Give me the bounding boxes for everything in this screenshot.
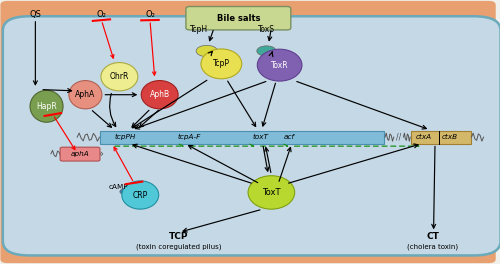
- Ellipse shape: [201, 49, 241, 79]
- Text: ctxB: ctxB: [442, 134, 458, 140]
- Text: O₂: O₂: [145, 11, 155, 20]
- Ellipse shape: [69, 81, 102, 109]
- Text: CRP: CRP: [132, 191, 148, 200]
- Text: QS: QS: [30, 11, 42, 20]
- FancyBboxPatch shape: [186, 7, 291, 30]
- Text: ToxR: ToxR: [271, 61, 288, 70]
- Text: TcpH: TcpH: [190, 25, 208, 34]
- Text: tcpA-F: tcpA-F: [177, 134, 201, 140]
- FancyBboxPatch shape: [3, 16, 500, 256]
- Text: TcpP: TcpP: [213, 59, 230, 68]
- Text: »: »: [98, 149, 103, 159]
- Text: CT: CT: [426, 232, 439, 241]
- Text: ToxS: ToxS: [258, 25, 275, 34]
- Text: (cholera toxin): (cholera toxin): [407, 244, 458, 251]
- Ellipse shape: [101, 63, 138, 91]
- Text: HapR: HapR: [36, 102, 57, 111]
- Text: O₂: O₂: [96, 11, 106, 20]
- Text: ctxA: ctxA: [416, 134, 432, 140]
- Bar: [100, 131, 384, 144]
- Ellipse shape: [141, 81, 178, 109]
- Text: cAMP: cAMP: [108, 184, 128, 190]
- Bar: [410, 131, 472, 144]
- Text: TCP: TCP: [170, 232, 189, 241]
- Text: tcpPH: tcpPH: [115, 134, 136, 140]
- Circle shape: [120, 188, 132, 195]
- Text: Bile salts: Bile salts: [216, 14, 260, 23]
- Text: acf: acf: [284, 134, 295, 140]
- Ellipse shape: [122, 181, 158, 209]
- Circle shape: [257, 46, 276, 56]
- Text: OhrR: OhrR: [110, 72, 129, 81]
- Text: AphA: AphA: [76, 90, 96, 99]
- Text: //: //: [396, 132, 401, 142]
- Circle shape: [196, 45, 218, 57]
- Ellipse shape: [258, 49, 302, 81]
- Ellipse shape: [30, 90, 63, 122]
- Ellipse shape: [248, 176, 294, 209]
- FancyBboxPatch shape: [60, 147, 100, 161]
- Text: (toxin coregulated pilus): (toxin coregulated pilus): [136, 244, 222, 251]
- Text: aphA: aphA: [70, 151, 90, 157]
- Text: toxT: toxT: [252, 134, 268, 140]
- Text: ToxT: ToxT: [262, 188, 280, 197]
- Text: AphB: AphB: [150, 90, 170, 99]
